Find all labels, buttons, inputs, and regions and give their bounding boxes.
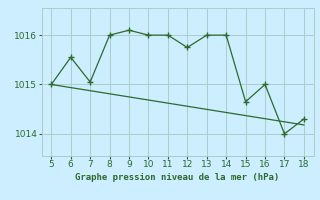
X-axis label: Graphe pression niveau de la mer (hPa): Graphe pression niveau de la mer (hPa)	[76, 173, 280, 182]
